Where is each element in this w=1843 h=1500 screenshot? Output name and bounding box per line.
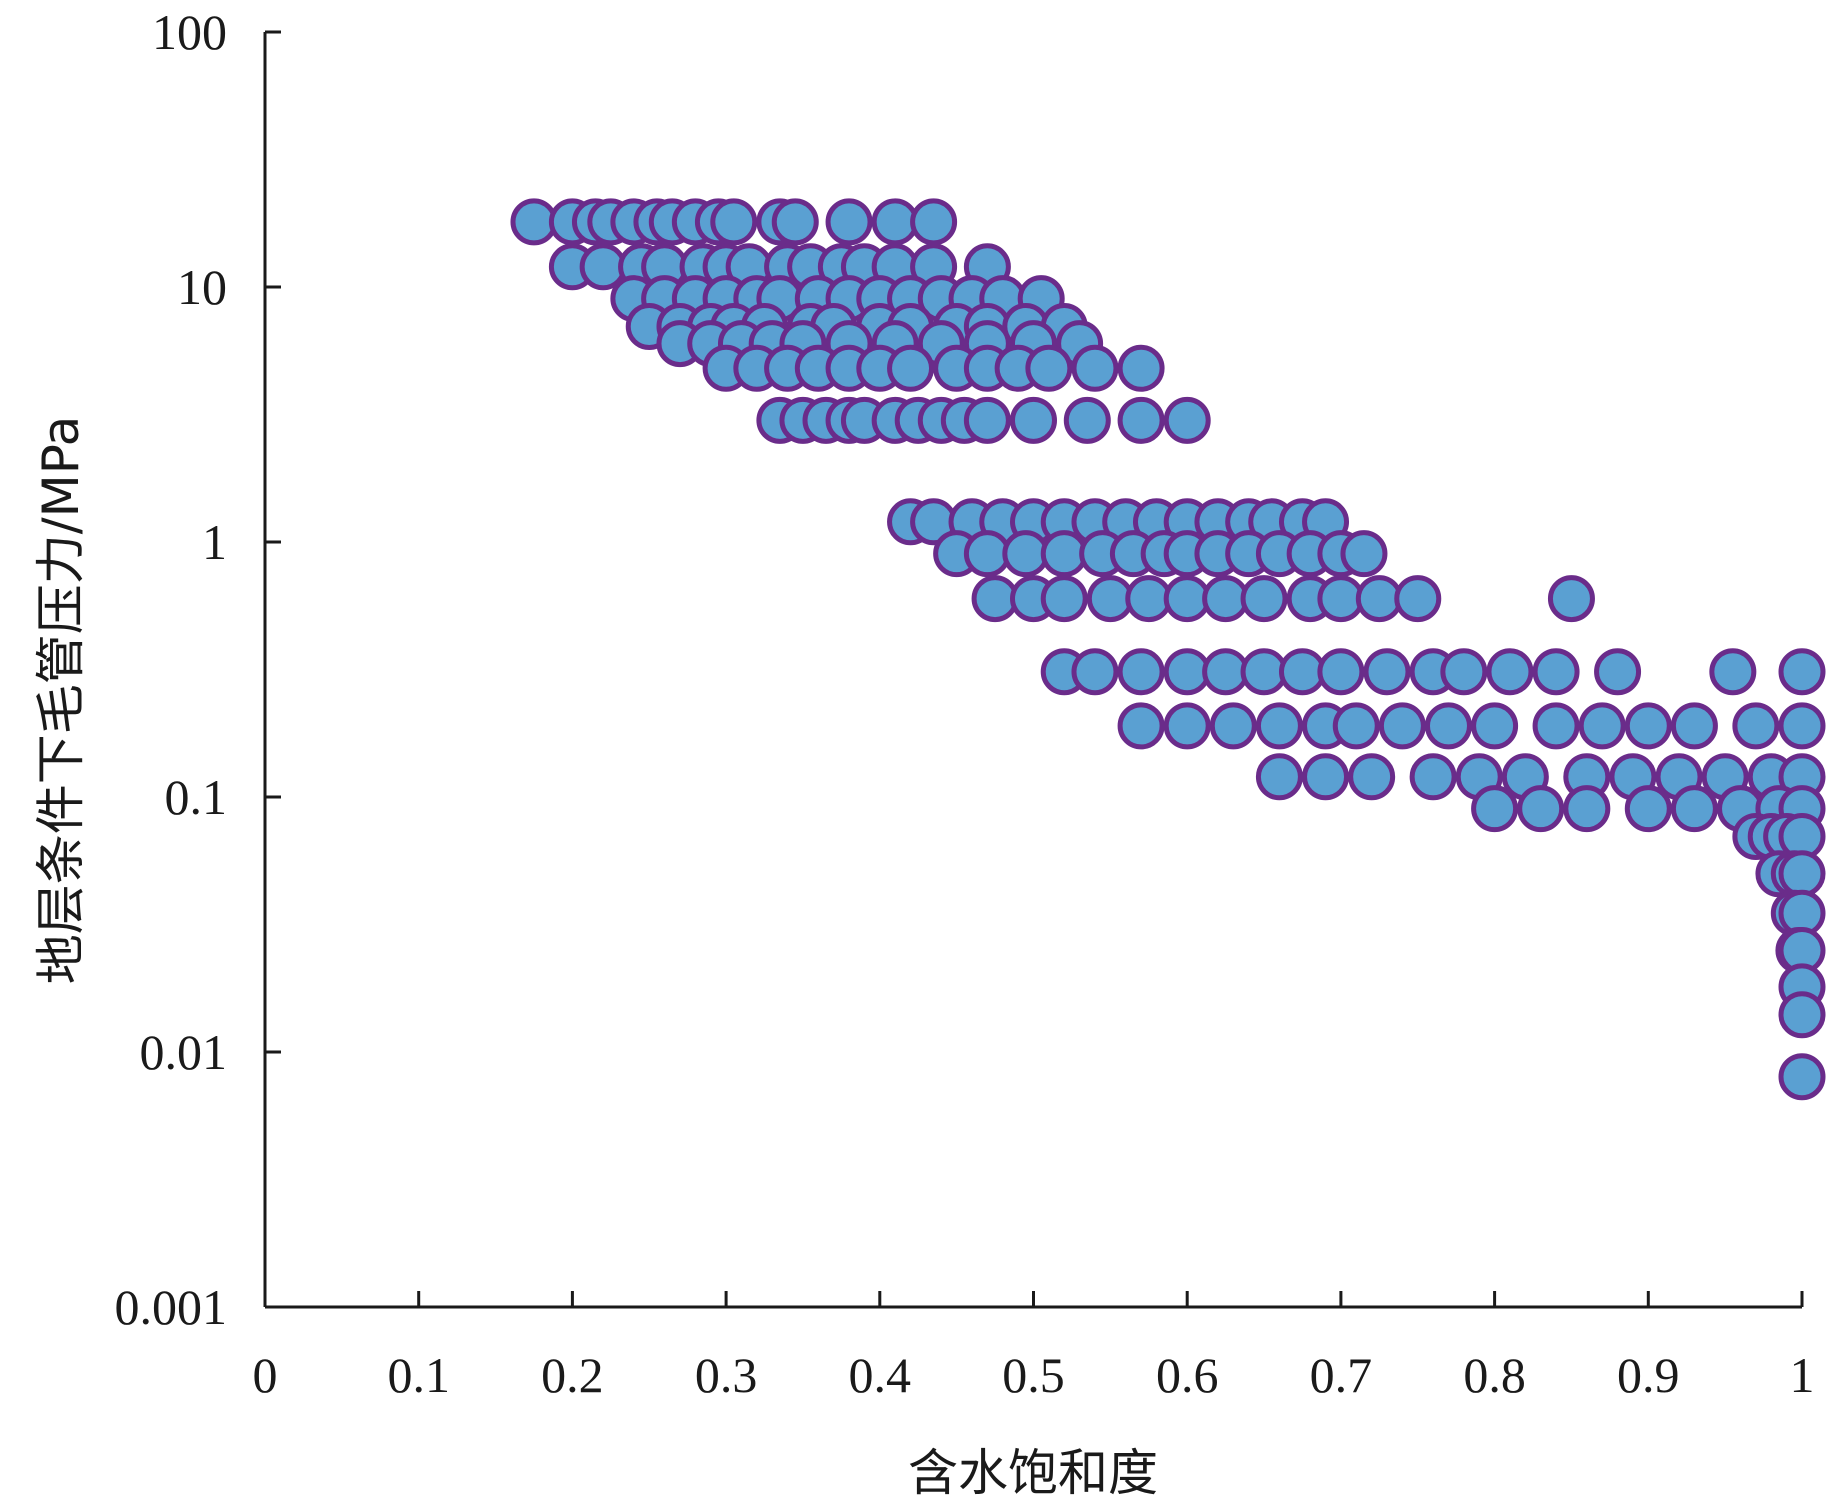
x-tick-label: 0.8 — [1463, 1347, 1526, 1403]
data-point — [1624, 702, 1672, 750]
x-tick-label: 0.7 — [1310, 1347, 1373, 1403]
data-point — [1732, 702, 1780, 750]
data-point — [1778, 1053, 1826, 1101]
data-point — [1117, 396, 1165, 444]
data-point — [963, 396, 1011, 444]
data-point — [1278, 648, 1326, 696]
data-point — [1332, 702, 1380, 750]
data-point — [971, 575, 1019, 623]
y-tick-label: 0.01 — [140, 1024, 228, 1080]
data-point — [1071, 648, 1119, 696]
data-point — [1209, 702, 1257, 750]
data-point — [1117, 702, 1165, 750]
data-point — [1071, 344, 1119, 392]
data-point — [1440, 648, 1488, 696]
data-point — [1709, 648, 1757, 696]
data-point — [871, 198, 919, 246]
y-tick-label: 1 — [202, 514, 227, 570]
data-point — [825, 198, 873, 246]
data-point — [1202, 648, 1250, 696]
data-point — [1125, 575, 1173, 623]
data-point — [1778, 991, 1826, 1039]
x-tick-label: 0.6 — [1156, 1347, 1219, 1403]
x-tick-label: 0.9 — [1617, 1347, 1680, 1403]
data-point — [1240, 648, 1288, 696]
data-point — [1340, 530, 1388, 578]
data-point — [1471, 702, 1519, 750]
data-point — [1424, 702, 1472, 750]
data-point — [510, 198, 558, 246]
data-point — [710, 198, 758, 246]
ticks: 0 0.1 0.2 0.3 0.4 0.5 0.6 0.7 0.8 0.9 1 0.001 0.01 0.… — [115, 4, 1815, 1403]
data-point — [1086, 575, 1134, 623]
y-tick-label: 10 — [177, 259, 227, 315]
x-tick-label: 0.3 — [695, 1347, 758, 1403]
y-tick-label: 0.1 — [165, 769, 228, 825]
y-tick-label: 100 — [152, 4, 227, 60]
data-point — [1578, 702, 1626, 750]
data-point — [1302, 753, 1350, 801]
data-point — [1040, 530, 1088, 578]
data-point — [1563, 785, 1611, 833]
data-point — [1040, 575, 1088, 623]
data-point — [1409, 753, 1457, 801]
data-point — [1363, 648, 1411, 696]
x-tick-label: 0.1 — [387, 1347, 450, 1403]
data-point — [1624, 785, 1672, 833]
data-point — [1163, 648, 1211, 696]
data-point — [1163, 702, 1211, 750]
data-point — [1317, 575, 1365, 623]
data-point — [1778, 850, 1826, 898]
data-point — [1010, 396, 1057, 444]
data-point — [771, 198, 819, 246]
data-point — [1117, 344, 1165, 392]
data-point — [1547, 575, 1595, 623]
x-tick-label: 0.4 — [849, 1347, 912, 1403]
data-point — [1670, 702, 1718, 750]
data-point — [1348, 753, 1396, 801]
data-point — [1240, 575, 1288, 623]
data-point — [1355, 575, 1403, 623]
data-point — [1255, 753, 1303, 801]
data-point — [1394, 575, 1442, 623]
y-axis-title: 地层条件下毛管压力/MPa — [32, 416, 90, 985]
data-point — [1002, 530, 1050, 578]
x-axis-title: 含水饱和度 — [908, 1444, 1158, 1500]
data-point — [1778, 648, 1826, 696]
x-tick-label: 0.2 — [541, 1347, 604, 1403]
data-point — [1117, 648, 1165, 696]
data-point — [1163, 575, 1211, 623]
data-point — [1532, 702, 1580, 750]
data-point — [1471, 785, 1519, 833]
x-tick-label: 0.5 — [1002, 1347, 1065, 1403]
data-point — [1317, 648, 1365, 696]
data-point — [887, 344, 935, 392]
data-point — [1025, 344, 1073, 392]
data-point — [1255, 702, 1303, 750]
data-point — [1594, 648, 1642, 696]
data-point — [1063, 396, 1111, 444]
data-point — [1532, 648, 1580, 696]
x-tick-label: 0 — [253, 1347, 278, 1403]
data-point — [1486, 648, 1534, 696]
data-point — [1778, 702, 1826, 750]
data-point — [1670, 785, 1718, 833]
data-point — [1517, 785, 1565, 833]
data-point — [910, 198, 958, 246]
data-points — [510, 198, 1826, 1101]
data-point — [963, 530, 1011, 578]
y-tick-label: 0.001 — [115, 1279, 228, 1335]
x-tick-label: 1 — [1790, 1347, 1815, 1403]
data-point — [1378, 702, 1426, 750]
data-point — [1163, 396, 1211, 444]
data-point — [1202, 575, 1250, 623]
